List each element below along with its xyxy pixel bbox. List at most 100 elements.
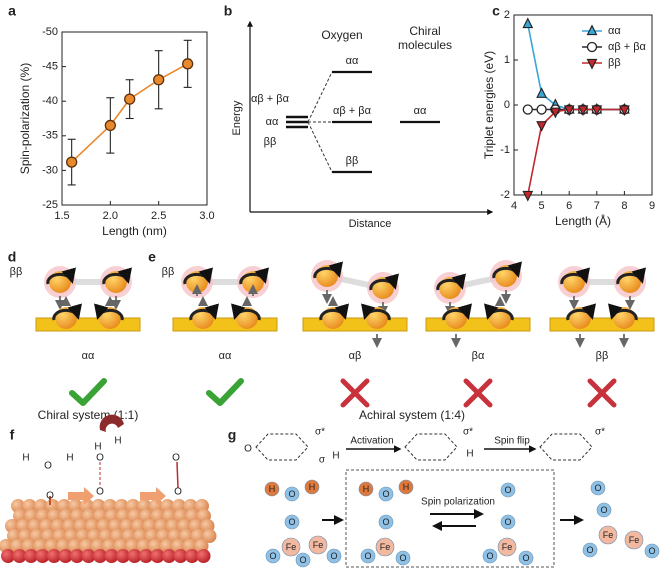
panel-label: e bbox=[148, 249, 156, 265]
y-tick-label: -1 bbox=[500, 144, 510, 156]
substrate bbox=[172, 317, 278, 332]
surface-atom bbox=[1, 549, 15, 563]
atom bbox=[284, 514, 300, 530]
spin-arrow bbox=[442, 303, 472, 321]
y-axis-label: Triplet energies (eV) bbox=[482, 51, 496, 159]
atom-label: O bbox=[504, 517, 511, 527]
orbital-label: H bbox=[466, 449, 473, 460]
surface-atom bbox=[24, 549, 38, 563]
marker bbox=[66, 156, 78, 168]
marker bbox=[522, 190, 534, 202]
atom bbox=[497, 537, 517, 557]
x-tick-label: 1.5 bbox=[54, 210, 69, 222]
atom-label: O bbox=[330, 551, 337, 561]
atom-label: O bbox=[174, 487, 182, 498]
atom-label: O bbox=[288, 517, 295, 527]
orbital-label: σ* bbox=[463, 427, 473, 438]
atom bbox=[582, 542, 598, 558]
atom-label: O bbox=[96, 453, 104, 464]
atom bbox=[500, 482, 516, 498]
orbital-ring bbox=[539, 433, 593, 461]
surface-atom bbox=[162, 549, 176, 563]
orbital-ring bbox=[404, 433, 458, 461]
orbital-label: Activation bbox=[350, 436, 393, 447]
substrate bbox=[549, 317, 655, 332]
check-mark bbox=[206, 378, 244, 406]
surface-atom bbox=[93, 549, 107, 563]
y-tick-label: -35 bbox=[42, 130, 58, 142]
level-label: αα bbox=[266, 116, 279, 128]
bond bbox=[176, 461, 179, 489]
atom bbox=[304, 479, 320, 495]
y-tick-label: 1 bbox=[504, 54, 510, 66]
spin-arrow bbox=[560, 267, 590, 285]
atom-label: O bbox=[586, 545, 593, 555]
atom bbox=[482, 548, 498, 564]
orbital-label: σ* bbox=[315, 427, 325, 438]
surface-atom bbox=[127, 549, 142, 563]
atom-label: H bbox=[309, 482, 316, 492]
orbital-ring bbox=[255, 433, 309, 461]
caption: Achiral system (1:4) bbox=[359, 408, 465, 422]
surface-atom bbox=[196, 549, 211, 563]
y-tick-label: -30 bbox=[42, 164, 58, 176]
atom bbox=[375, 537, 395, 557]
spin-arrow bbox=[231, 303, 261, 321]
marker bbox=[182, 58, 194, 70]
atom-label: Fe bbox=[629, 535, 640, 545]
atom bbox=[398, 479, 414, 495]
x-tick-label: 9 bbox=[649, 200, 655, 212]
x-tick-label: 3.0 bbox=[199, 210, 214, 222]
atom-label: Fe bbox=[502, 542, 513, 552]
column-title: molecules bbox=[398, 38, 452, 52]
config-label: βα bbox=[472, 350, 485, 362]
atom bbox=[590, 480, 606, 496]
config-label: αα bbox=[219, 350, 232, 362]
atom bbox=[284, 486, 300, 502]
row-label: ββ bbox=[10, 266, 23, 278]
y-tick-label: 0 bbox=[504, 99, 510, 111]
atom-label: O bbox=[172, 453, 180, 464]
x-tick-label: 5 bbox=[539, 200, 545, 212]
level-label: αβ + βα bbox=[251, 93, 290, 105]
atom bbox=[281, 537, 301, 557]
surface-atom bbox=[139, 549, 153, 563]
atom-label: O bbox=[486, 551, 493, 561]
atom bbox=[265, 548, 281, 564]
atom bbox=[358, 481, 374, 497]
atom bbox=[624, 530, 644, 550]
surface-atom bbox=[12, 549, 27, 563]
marker bbox=[522, 104, 533, 115]
orbital-label: σ bbox=[319, 455, 326, 466]
level-label: ββ bbox=[264, 136, 277, 148]
substrate bbox=[425, 317, 531, 332]
y-tick-label: -50 bbox=[42, 26, 58, 38]
transfer-arrow bbox=[68, 487, 94, 505]
y-tick-label: -25 bbox=[42, 199, 58, 211]
atom-label: O bbox=[522, 553, 529, 563]
x-tick-label: 7 bbox=[594, 200, 600, 212]
spin-arrow bbox=[369, 273, 399, 291]
panel-label: b bbox=[224, 3, 233, 19]
atom-label: H bbox=[363, 484, 370, 494]
atom-label: O bbox=[399, 553, 406, 563]
transfer-arrow bbox=[140, 487, 166, 505]
atom-label: O bbox=[364, 551, 371, 561]
level-label: ββ bbox=[346, 155, 359, 167]
caption: Chiral system (1:1) bbox=[38, 408, 139, 422]
cross-mark bbox=[463, 378, 493, 408]
spin-arrow bbox=[436, 273, 466, 291]
atom bbox=[378, 514, 394, 530]
substrate bbox=[35, 317, 141, 332]
orbital-label: σ* bbox=[595, 427, 605, 438]
config-label: αα bbox=[82, 350, 95, 362]
spin-arrow bbox=[94, 303, 124, 321]
atom-label: H bbox=[403, 482, 410, 492]
surface-atom bbox=[35, 549, 50, 563]
surface-atom bbox=[58, 549, 73, 563]
x-axis-label: Length (nm) bbox=[102, 224, 167, 238]
spin-arrow bbox=[189, 303, 219, 321]
surface-atom bbox=[185, 549, 199, 563]
atom bbox=[500, 514, 516, 530]
column-title: Chiral bbox=[409, 24, 440, 38]
